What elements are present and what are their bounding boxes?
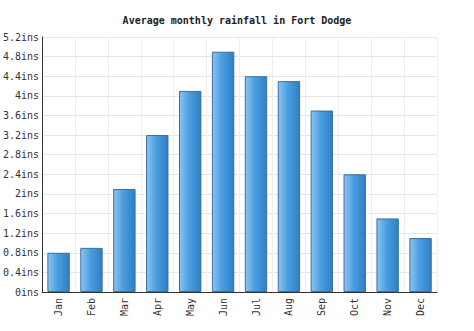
svg-text:Mar: Mar xyxy=(119,298,130,316)
svg-text:Sep: Sep xyxy=(316,298,327,316)
svg-text:Dec: Dec xyxy=(415,298,426,316)
svg-text:Apr: Apr xyxy=(152,298,163,316)
svg-text:Average monthly rainfall in Fo: Average monthly rainfall in Fort Dodge xyxy=(123,15,352,26)
svg-text:Jan: Jan xyxy=(53,298,64,316)
svg-text:4.4ins: 4.4ins xyxy=(3,71,39,82)
svg-text:Oct: Oct xyxy=(349,298,360,316)
svg-text:0.8ins: 0.8ins xyxy=(3,247,39,258)
svg-text:2.4ins: 2.4ins xyxy=(3,169,39,180)
svg-text:2.8ins: 2.8ins xyxy=(3,149,39,160)
svg-text:Jun: Jun xyxy=(218,298,229,316)
svg-text:1.2ins: 1.2ins xyxy=(3,228,39,239)
svg-text:4ins: 4ins xyxy=(15,90,39,101)
svg-text:3.6ins: 3.6ins xyxy=(3,110,39,121)
svg-text:2ins: 2ins xyxy=(15,188,39,199)
svg-text:1.6ins: 1.6ins xyxy=(3,208,39,219)
svg-text:Nov: Nov xyxy=(382,298,393,316)
svg-text:5.2ins: 5.2ins xyxy=(3,32,39,43)
svg-text:0.4ins: 0.4ins xyxy=(3,267,39,278)
svg-text:Aug: Aug xyxy=(283,298,294,316)
svg-text:May: May xyxy=(185,298,196,316)
svg-text:0ins: 0ins xyxy=(15,287,39,298)
svg-text:Jul: Jul xyxy=(251,298,262,316)
svg-text:3.2ins: 3.2ins xyxy=(3,130,39,141)
svg-text:Feb: Feb xyxy=(86,298,97,316)
svg-text:4.8ins: 4.8ins xyxy=(3,51,39,62)
